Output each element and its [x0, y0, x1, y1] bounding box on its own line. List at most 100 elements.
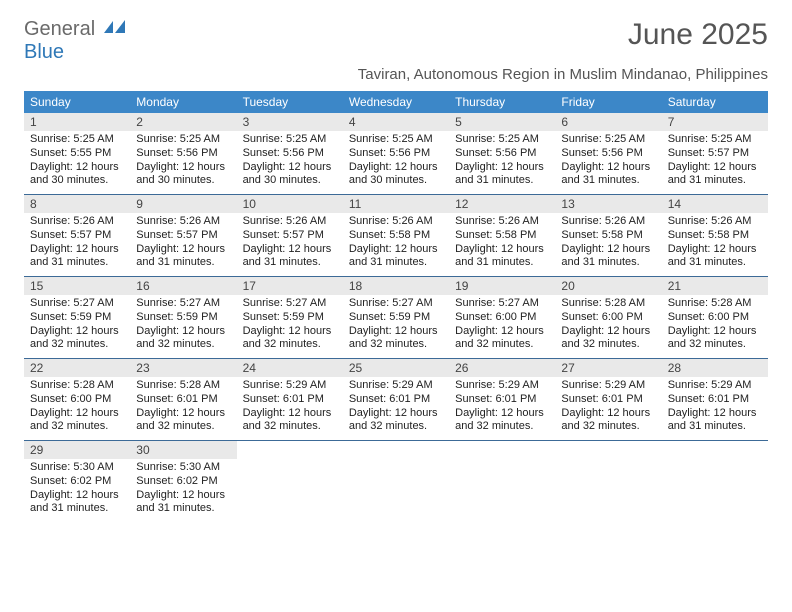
sunset-label: Sunset:: [243, 147, 283, 159]
sunset-value: 5:59 PM: [70, 311, 111, 323]
sunset-value: 6:01 PM: [602, 393, 643, 405]
daylight-line: Daylight: 12 hours and 31 minutes.: [561, 243, 655, 271]
sunrise-line: Sunrise: 5:30 AM: [30, 461, 124, 475]
day-number: 5: [449, 113, 555, 131]
daylight-label: Daylight:: [30, 407, 76, 419]
sunset-value: 5:56 PM: [283, 147, 324, 159]
sunset-label: Sunset:: [455, 147, 495, 159]
sunset-value: 6:01 PM: [708, 393, 749, 405]
sunrise-label: Sunrise:: [136, 379, 179, 391]
sunrise-label: Sunrise:: [136, 461, 179, 473]
day-number: 12: [449, 195, 555, 213]
logo: General Blue: [24, 18, 126, 64]
sunrise-line: Sunrise: 5:25 AM: [136, 133, 230, 147]
calendar-cell: 22Sunrise: 5:28 AMSunset: 6:00 PMDayligh…: [24, 359, 130, 440]
daylight-label: Daylight:: [30, 243, 76, 255]
sunrise-label: Sunrise:: [668, 215, 711, 227]
sunrise-label: Sunrise:: [455, 215, 498, 227]
sunrise-line: Sunrise: 5:29 AM: [349, 379, 443, 393]
daylight-line: Daylight: 12 hours and 31 minutes.: [668, 407, 762, 435]
daylight-line: Daylight: 12 hours and 31 minutes.: [455, 161, 549, 189]
daylight-line: Daylight: 12 hours and 31 minutes.: [243, 243, 337, 271]
sunrise-value: 5:25 AM: [499, 133, 539, 145]
daylight-label: Daylight:: [136, 325, 182, 337]
sunset-label: Sunset:: [349, 229, 389, 241]
sunrise-label: Sunrise:: [561, 133, 604, 145]
daylight-label: Daylight:: [349, 161, 395, 173]
sunrise-label: Sunrise:: [455, 297, 498, 309]
sunrise-line: Sunrise: 5:28 AM: [561, 297, 655, 311]
calendar-cell: 9Sunrise: 5:26 AMSunset: 5:57 PMDaylight…: [130, 195, 236, 276]
sunset-value: 5:57 PM: [283, 229, 324, 241]
sunset-label: Sunset:: [668, 393, 708, 405]
day-body: Sunrise: 5:25 AMSunset: 5:57 PMDaylight:…: [662, 131, 768, 194]
sunset-value: 6:00 PM: [70, 393, 111, 405]
daylight-line: Daylight: 12 hours and 32 minutes.: [349, 325, 443, 353]
daylight-line: Daylight: 12 hours and 32 minutes.: [30, 325, 124, 353]
sunset-value: 6:00 PM: [602, 311, 643, 323]
day-body: Sunrise: 5:25 AMSunset: 5:56 PMDaylight:…: [449, 131, 555, 194]
calendar-cell: 27Sunrise: 5:29 AMSunset: 6:01 PMDayligh…: [555, 359, 661, 440]
day-body: Sunrise: 5:28 AMSunset: 6:00 PMDaylight:…: [555, 295, 661, 358]
day-number: 14: [662, 195, 768, 213]
day-body: Sunrise: 5:28 AMSunset: 6:01 PMDaylight:…: [130, 377, 236, 440]
sunrise-label: Sunrise:: [349, 297, 392, 309]
sunset-value: 6:01 PM: [283, 393, 324, 405]
sunrise-line: Sunrise: 5:25 AM: [349, 133, 443, 147]
page: General Blue June 2025 Taviran, Autonomo…: [0, 0, 792, 532]
sunset-label: Sunset:: [30, 147, 70, 159]
calendar-cell: 28Sunrise: 5:29 AMSunset: 6:01 PMDayligh…: [662, 359, 768, 440]
daylight-line: Daylight: 12 hours and 32 minutes.: [243, 325, 337, 353]
sunrise-value: 5:26 AM: [711, 215, 751, 227]
daylight-label: Daylight:: [136, 161, 182, 173]
calendar-cell: [555, 441, 661, 522]
sunset-label: Sunset:: [136, 393, 176, 405]
sunset-line: Sunset: 5:56 PM: [561, 147, 655, 161]
sunset-value: 5:57 PM: [177, 229, 218, 241]
day-number: 18: [343, 277, 449, 295]
sunrise-line: Sunrise: 5:29 AM: [561, 379, 655, 393]
day-body: Sunrise: 5:25 AMSunset: 5:56 PMDaylight:…: [555, 131, 661, 194]
logo-word-1: General: [24, 18, 95, 40]
sunset-line: Sunset: 6:00 PM: [668, 311, 762, 325]
sunrise-value: 5:26 AM: [73, 215, 113, 227]
sunrise-line: Sunrise: 5:30 AM: [136, 461, 230, 475]
sunset-line: Sunset: 5:55 PM: [30, 147, 124, 161]
day-number: 22: [24, 359, 130, 377]
sunset-label: Sunset:: [136, 147, 176, 159]
daylight-label: Daylight:: [243, 325, 289, 337]
sunrise-line: Sunrise: 5:25 AM: [30, 133, 124, 147]
sunrise-label: Sunrise:: [243, 297, 286, 309]
calendar-cell: 26Sunrise: 5:29 AMSunset: 6:01 PMDayligh…: [449, 359, 555, 440]
day-body: Sunrise: 5:27 AMSunset: 5:59 PMDaylight:…: [343, 295, 449, 358]
sunrise-line: Sunrise: 5:27 AM: [455, 297, 549, 311]
sunrise-label: Sunrise:: [455, 379, 498, 391]
sunset-label: Sunset:: [30, 475, 70, 487]
calendar-cell: 23Sunrise: 5:28 AMSunset: 6:01 PMDayligh…: [130, 359, 236, 440]
sunrise-value: 5:25 AM: [392, 133, 432, 145]
calendar-cell: 21Sunrise: 5:28 AMSunset: 6:00 PMDayligh…: [662, 277, 768, 358]
day-body: Sunrise: 5:26 AMSunset: 5:58 PMDaylight:…: [555, 213, 661, 276]
sunrise-label: Sunrise:: [349, 133, 392, 145]
sunrise-line: Sunrise: 5:28 AM: [668, 297, 762, 311]
day-number: 25: [343, 359, 449, 377]
weekday-header: Thursday: [449, 91, 555, 113]
daylight-line: Daylight: 12 hours and 30 minutes.: [136, 161, 230, 189]
sunset-label: Sunset:: [455, 393, 495, 405]
sunrise-line: Sunrise: 5:26 AM: [455, 215, 549, 229]
sunset-line: Sunset: 5:57 PM: [243, 229, 337, 243]
sunset-line: Sunset: 6:01 PM: [668, 393, 762, 407]
sunrise-line: Sunrise: 5:27 AM: [243, 297, 337, 311]
day-body: Sunrise: 5:27 AMSunset: 5:59 PMDaylight:…: [130, 295, 236, 358]
location-subtitle: Taviran, Autonomous Region in Muslim Min…: [24, 66, 768, 83]
sunrise-line: Sunrise: 5:26 AM: [136, 215, 230, 229]
day-body: Sunrise: 5:26 AMSunset: 5:58 PMDaylight:…: [662, 213, 768, 276]
calendar-week: 1Sunrise: 5:25 AMSunset: 5:55 PMDaylight…: [24, 113, 768, 195]
daylight-label: Daylight:: [136, 243, 182, 255]
day-body: Sunrise: 5:26 AMSunset: 5:57 PMDaylight:…: [237, 213, 343, 276]
logo-sail-icon: [104, 22, 126, 39]
sunrise-value: 5:27 AM: [392, 297, 432, 309]
sunrise-value: 5:25 AM: [286, 133, 326, 145]
sunrise-label: Sunrise:: [561, 379, 604, 391]
day-number: 20: [555, 277, 661, 295]
